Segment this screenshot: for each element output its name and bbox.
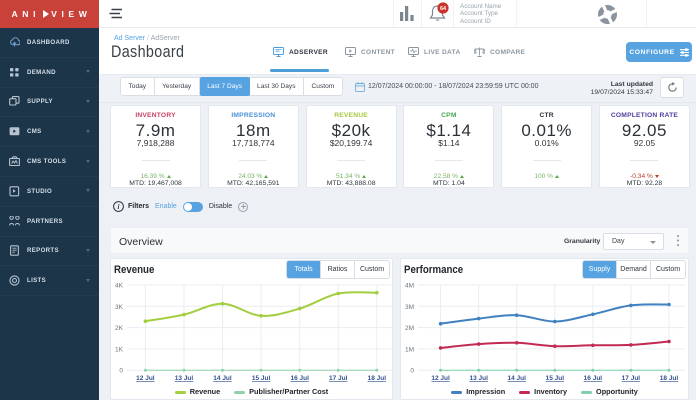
svg-text:2K: 2K: [115, 325, 124, 332]
svg-text:18 Jul: 18 Jul: [660, 375, 679, 382]
svg-text:1M: 1M: [405, 346, 414, 353]
svg-text:13 Jul: 13 Jul: [469, 375, 488, 382]
svg-text:16 Jul: 16 Jul: [584, 375, 603, 382]
svg-text:2M: 2M: [405, 325, 414, 332]
svg-text:15 Jul: 15 Jul: [546, 375, 565, 382]
svg-text:3M: 3M: [405, 304, 414, 311]
svg-text:4M: 4M: [405, 283, 414, 290]
svg-text:17 Jul: 17 Jul: [622, 375, 641, 382]
svg-text:16 Jul: 16 Jul: [290, 375, 309, 382]
svg-text:4K: 4K: [115, 283, 124, 290]
svg-text:0: 0: [410, 368, 414, 375]
svg-text:12 Jul: 12 Jul: [431, 375, 450, 382]
svg-text:17 Jul: 17 Jul: [329, 375, 348, 382]
svg-text:1K: 1K: [115, 346, 124, 353]
svg-text:i: i: [118, 203, 120, 211]
svg-text:12 Jul: 12 Jul: [136, 375, 155, 382]
svg-text:64: 64: [440, 6, 447, 12]
svg-text:14 Jul: 14 Jul: [507, 375, 526, 382]
svg-text:0: 0: [119, 368, 123, 375]
svg-text:3K: 3K: [115, 304, 124, 311]
svg-text:13 Jul: 13 Jul: [175, 375, 194, 382]
svg-text:15 Jul: 15 Jul: [252, 375, 271, 382]
svg-text:18 Jul: 18 Jul: [368, 375, 387, 382]
svg-text:14 Jul: 14 Jul: [213, 375, 232, 382]
